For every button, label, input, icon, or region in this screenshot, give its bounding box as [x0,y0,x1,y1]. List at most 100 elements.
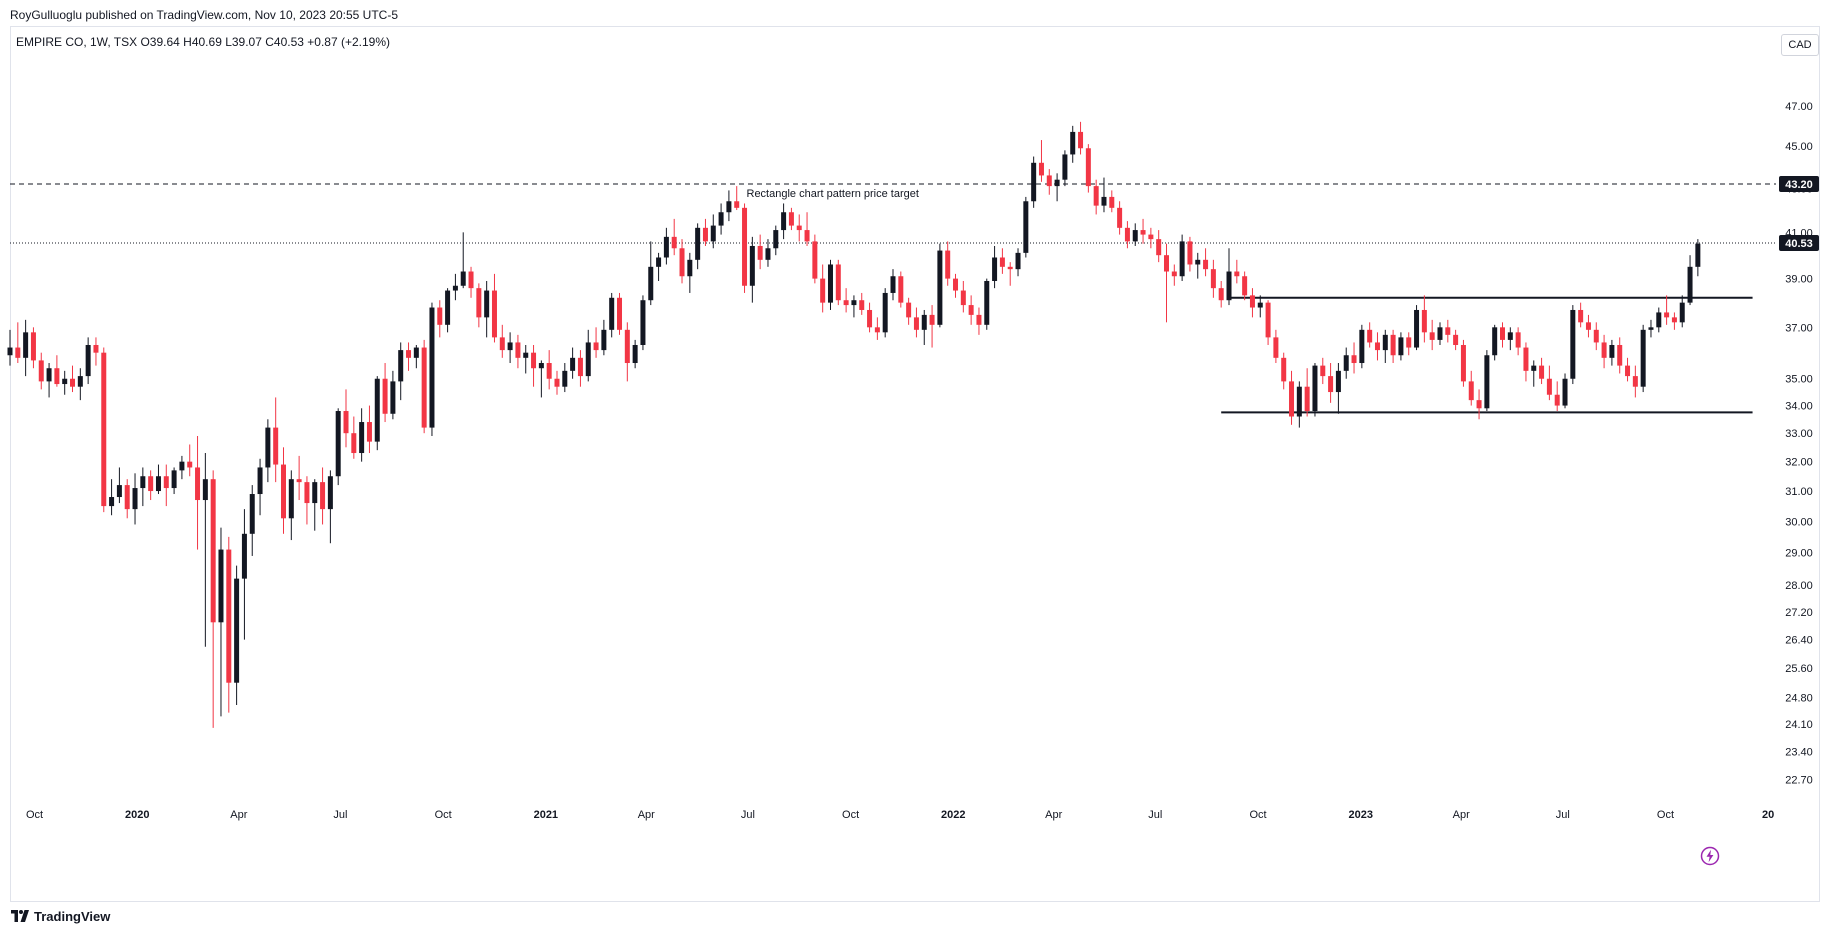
candle-body[interactable] [1554,394,1560,406]
candle-body[interactable] [546,363,552,379]
candle-body[interactable] [257,467,263,495]
candle-body[interactable] [1312,365,1318,412]
candle-body[interactable] [85,344,91,377]
candle-body[interactable] [390,381,396,414]
candle-body[interactable] [867,309,873,328]
candle-body[interactable] [413,347,419,358]
candle-body[interactable] [1414,309,1420,348]
candle-body[interactable] [320,482,326,510]
candle-body[interactable] [1546,378,1552,395]
candle-body[interactable] [132,488,138,510]
candle-body[interactable] [781,212,787,231]
candle-body[interactable] [1218,288,1224,301]
candle-body[interactable] [1031,162,1037,202]
candle-body[interactable] [1562,378,1568,406]
candle-body[interactable] [38,360,44,382]
candle-body[interactable] [1671,317,1677,323]
candle-body[interactable] [531,352,537,369]
candle-body[interactable] [859,300,865,310]
candle-body[interactable] [30,332,36,361]
candle-body[interactable] [999,257,1005,267]
candle-body[interactable] [109,497,115,507]
candle-body[interactable] [1304,386,1310,412]
candle-body[interactable] [218,549,224,623]
candle-body[interactable] [499,337,505,351]
candle-body[interactable] [1320,365,1326,377]
candle-body[interactable] [1156,239,1162,256]
candle-body[interactable] [656,257,662,267]
candle-body[interactable] [1625,365,1631,377]
candle-body[interactable] [742,207,748,286]
candle-body[interactable] [554,378,560,387]
candle-body[interactable] [1687,266,1693,303]
candle-body[interactable] [249,494,255,534]
candle-body[interactable] [1390,334,1396,356]
candle-body[interactable] [1382,334,1388,351]
candle-body[interactable] [476,288,482,318]
candle-body[interactable] [1484,355,1490,409]
candle-body[interactable] [601,329,607,351]
candle-body[interactable] [1585,322,1591,330]
candle-body[interactable] [945,250,951,279]
candle-body[interactable] [429,307,435,428]
brand-label[interactable]: TradingView [34,908,111,924]
candle-body[interactable] [718,212,724,226]
candle-body[interactable] [1507,332,1513,340]
candle-body[interactable] [1296,386,1302,417]
candle-body[interactable] [749,245,755,286]
candle-body[interactable] [710,225,716,242]
candle-body[interactable] [1492,327,1498,356]
candle-body[interactable] [788,212,794,226]
candle-body[interactable] [562,370,568,387]
candle-body[interactable] [976,314,982,325]
candle-body[interactable] [1140,230,1146,235]
candle-body[interactable] [1523,347,1529,371]
candle-body[interactable] [93,344,99,353]
candle-body[interactable] [1257,302,1263,308]
candle-body[interactable] [491,290,497,338]
candle-body[interactable] [1578,309,1584,323]
candle-body[interactable] [820,278,826,303]
candle-body[interactable] [1359,329,1365,364]
candle-body[interactable] [804,230,810,242]
candle-body[interactable] [1453,334,1459,345]
candle-body[interactable] [1640,329,1646,387]
candle-body[interactable] [1335,370,1341,393]
candle-body[interactable] [648,266,654,301]
candle-body[interactable] [570,357,576,371]
candle-body[interactable] [898,276,904,303]
candle-body[interactable] [359,422,365,454]
candle-body[interactable] [726,201,732,213]
candle-body[interactable] [54,368,60,385]
candle-body[interactable] [1171,271,1177,277]
candle-body[interactable] [1539,365,1545,379]
candle-body[interactable] [1570,309,1576,379]
candle-body[interactable] [62,378,68,385]
candle-body[interactable] [1515,332,1521,348]
candle-body[interactable] [1531,365,1537,371]
candle-body[interactable] [538,363,544,369]
candle-body[interactable] [992,257,998,281]
candle-body[interactable] [1187,241,1193,265]
candle-body[interactable] [1273,337,1279,358]
candle-body[interactable] [1343,355,1349,371]
candle-body[interactable] [1648,327,1654,330]
tradingview-logo-icon[interactable] [10,909,30,923]
candle-body[interactable] [421,347,427,428]
candle-body[interactable] [874,327,880,333]
candle-body[interactable] [179,461,185,471]
candle-body[interactable] [1460,344,1466,382]
candle-body[interactable] [765,248,771,260]
candle-body[interactable] [827,264,833,303]
candle-body[interactable] [484,290,490,318]
candle-body[interactable] [327,476,333,510]
candle-body[interactable] [202,479,208,501]
candle-body[interactable] [679,248,685,277]
candle-body[interactable] [1163,255,1169,272]
candle-body[interactable] [101,352,107,507]
candle-body[interactable] [968,305,974,315]
candle-body[interactable] [382,378,388,414]
candle-body[interactable] [1109,196,1115,208]
candle-body[interactable] [632,344,638,364]
